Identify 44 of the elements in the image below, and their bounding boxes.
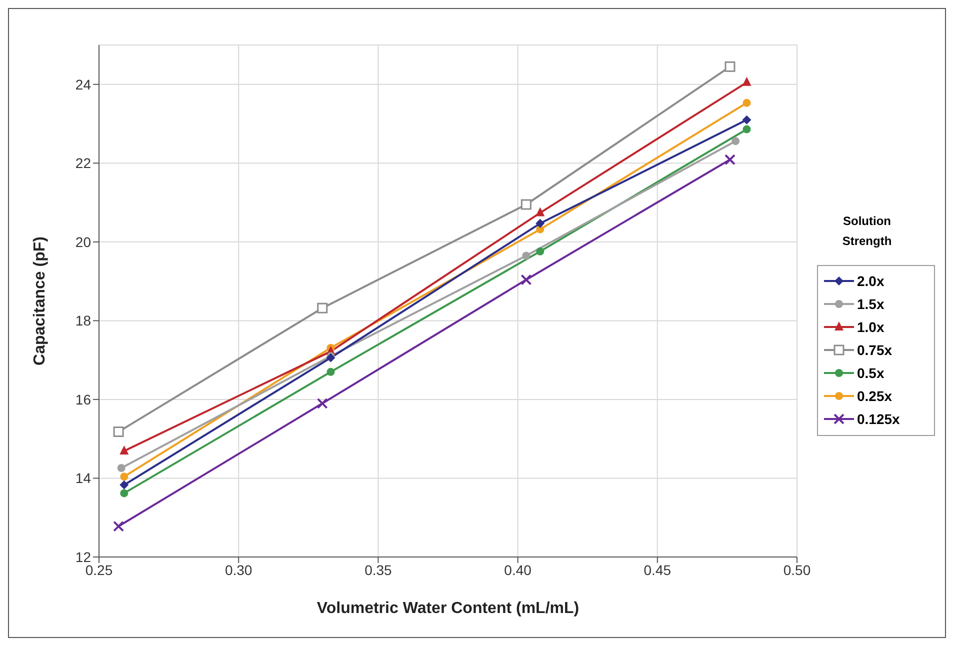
x-tick-label: 0.30	[224, 562, 252, 578]
legend-label: 2.0x	[857, 273, 884, 289]
point	[732, 137, 740, 146]
point	[120, 489, 128, 498]
y-tick-label: 20	[75, 234, 92, 250]
y-tick-label: 18	[75, 312, 92, 329]
legend-label: 1.5x	[857, 296, 884, 312]
y-tick-label: 14	[75, 470, 92, 486]
legend-label: 0.5x	[857, 365, 884, 381]
legend-label: 1.0x	[857, 319, 884, 335]
point	[120, 480, 129, 490]
x-tick-label: 0.50	[783, 562, 811, 578]
y-tick-label: 16	[75, 391, 92, 408]
legend-label: 0.25x	[857, 388, 892, 404]
x-tick-label: 0.35	[364, 562, 392, 578]
y-tick-label: 24	[75, 76, 92, 92]
point	[117, 464, 126, 472]
point	[520, 199, 532, 210]
legend-label: 0.125x	[857, 411, 900, 427]
point	[742, 125, 751, 134]
point	[536, 218, 545, 228]
point	[113, 426, 124, 438]
point	[536, 207, 545, 216]
point	[742, 76, 752, 86]
x-axis-title: Volumetric Water Content (mL/mL)	[316, 600, 580, 617]
y-tick-label: 22	[75, 155, 92, 172]
legend-title: Solution Strength	[841, 212, 893, 250]
point	[317, 302, 328, 314]
point	[326, 368, 335, 376]
point	[724, 61, 736, 72]
point	[536, 247, 544, 256]
point	[120, 446, 129, 455]
legend-label: 0.75x	[857, 342, 892, 358]
point	[522, 252, 530, 260]
point	[113, 520, 124, 532]
point	[742, 115, 752, 124]
point	[316, 398, 328, 409]
point	[724, 154, 736, 166]
x-tick-label: 0.45	[644, 562, 672, 578]
y-axis-title: Capacitance (pF)	[32, 236, 49, 366]
point	[120, 472, 128, 481]
point	[520, 274, 532, 286]
point	[742, 98, 751, 107]
x-tick-label: 0.40	[504, 562, 532, 578]
